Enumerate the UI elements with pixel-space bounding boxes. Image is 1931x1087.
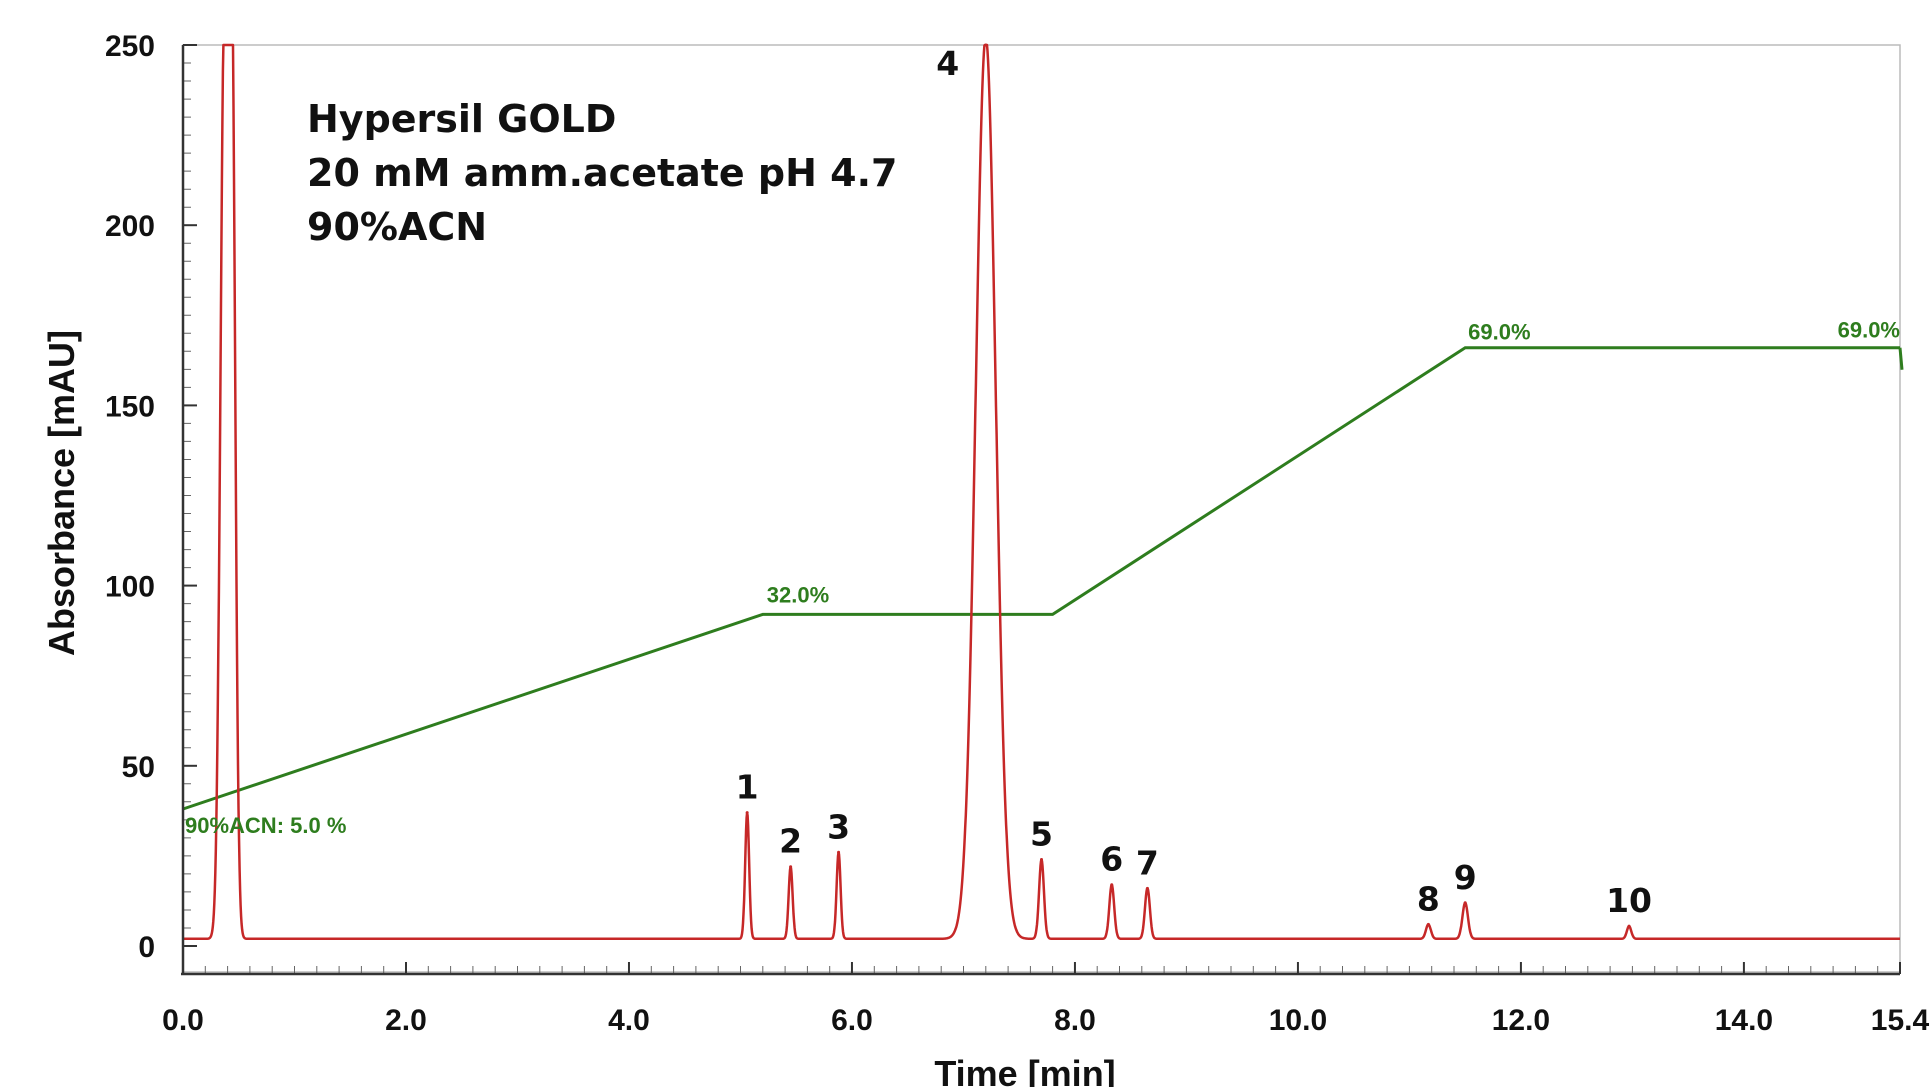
gradient-label: 32.0% (767, 582, 829, 607)
x-tick-label: 15.4 (1871, 1004, 1930, 1037)
y-tick-label: 50 (122, 751, 155, 784)
peak-label: 7 (1136, 843, 1159, 882)
y-tick-labels: 0 50 100 150 200 250 (105, 30, 197, 964)
peak-label: 9 (1454, 858, 1477, 897)
peak-label: 5 (1030, 815, 1053, 854)
peak-label: 2 (779, 822, 802, 861)
x-tick-labels: 0.0 2.0 4.0 6.0 8.0 10.0 12.0 14.0 15.4 (162, 962, 1930, 1037)
x-tick-label: 8.0 (1054, 1004, 1096, 1037)
x-tick-label: 6.0 (831, 1004, 873, 1037)
gradient-end-tick (1898, 347, 1904, 370)
peak-label: 3 (827, 807, 850, 846)
peak-label: 1 (736, 768, 759, 807)
peak-marker (1426, 922, 1430, 926)
peak-label: 10 (1606, 881, 1652, 920)
annotation-column: Hypersil GOLD (307, 97, 616, 141)
peak-marker (984, 43, 988, 47)
peak-marker (1463, 901, 1467, 905)
x-tick-label: 14.0 (1715, 1004, 1773, 1037)
gradient-labels: 90%ACN: 5.0 % 32.0% 69.0% 69.0% (185, 318, 1900, 838)
gradient-line (182, 346, 1900, 811)
x-tick-label: 4.0 (608, 1004, 650, 1037)
peak-marker (837, 850, 841, 854)
x-tick-label: 2.0 (385, 1004, 427, 1037)
x-axis-title: Time [min] (934, 1053, 1115, 1087)
peak-marker (1627, 924, 1631, 928)
peak-label: 4 (936, 44, 959, 83)
y-axis-title: Absorbance [mAU] (41, 330, 82, 656)
annotation-mobile-phase: 20 mM amm.acetate pH 4.7 (307, 151, 897, 195)
peak-label: 8 (1417, 879, 1440, 918)
peak-marker (1110, 883, 1114, 887)
y-tick-label: 250 (105, 30, 155, 63)
gradient-label: 69.0% (1468, 320, 1530, 345)
gradient-label: 69.0% (1838, 318, 1900, 343)
x-tick-label: 10.0 (1269, 1004, 1327, 1037)
peak-marker (789, 865, 793, 869)
annotation-acn: 90%ACN (307, 205, 487, 249)
peak-marker (1145, 886, 1149, 890)
y-tick-label: 150 (105, 390, 155, 423)
x-tick-label: 0.0 (162, 1004, 204, 1037)
y-tick-label: 0 (138, 931, 155, 964)
y-tick-label: 100 (105, 571, 155, 604)
gradient-layer (182, 346, 1904, 811)
peak-marker (745, 811, 749, 815)
x-tick-label: 12.0 (1492, 1004, 1550, 1037)
peak-label: 6 (1100, 840, 1123, 879)
y-tick-label: 200 (105, 210, 155, 243)
gradient-label: 90%ACN: 5.0 % (185, 813, 346, 838)
peak-marker (1040, 858, 1043, 862)
